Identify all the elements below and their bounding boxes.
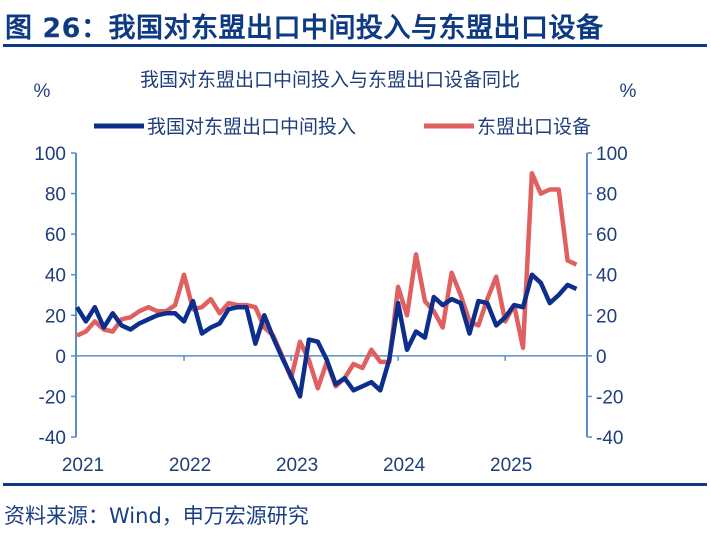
left-y-tick-label: -40	[39, 428, 66, 449]
legend: 我国对东盟出口中间投入 东盟出口设备	[94, 116, 591, 138]
footer-divider	[3, 483, 707, 486]
left-y-tick-label: 20	[45, 306, 66, 327]
x-tick-label: 2024	[383, 455, 426, 476]
right-y-tick-label: 0	[596, 347, 607, 368]
legend-label-series-2: 东盟出口设备	[477, 116, 591, 138]
x-tick-label: 2023	[276, 455, 318, 476]
left-axis-unit: %	[34, 81, 51, 102]
chart-title: 我国对东盟出口中间投入与东盟出口设备同比	[140, 69, 520, 91]
right-axis-unit: %	[620, 81, 637, 102]
x-tick-label: 2021	[62, 455, 104, 476]
left-y-tick-label: 0	[55, 347, 66, 368]
left-y-tick-label: 80	[45, 185, 66, 206]
left-y-tick-label: 40	[45, 266, 66, 287]
right-y-tick-label: -20	[596, 387, 623, 408]
legend-label-series-1: 我国对东盟出口中间投入	[147, 116, 356, 138]
series-line-1	[75, 272, 578, 399]
source-note: 资料来源：Wind，申万宏源研究	[4, 504, 309, 528]
left-y-tick-label: -20	[39, 387, 66, 408]
x-tick-label: 2022	[169, 455, 211, 476]
left-y-tick-label: 60	[45, 225, 66, 246]
right-y-tick-label: 100	[596, 144, 628, 165]
right-y-tick-label: -40	[596, 428, 623, 449]
title-divider	[3, 44, 707, 47]
right-y-tick-label: 60	[596, 225, 617, 246]
left-y-tick-label: 100	[34, 144, 66, 165]
x-tick-label: 2025	[490, 455, 532, 476]
right-y-tick-label: 20	[596, 306, 617, 327]
right-y-tick-label: 40	[596, 266, 617, 287]
right-y-tick-label: 80	[596, 185, 617, 206]
figure-title: 图 26：我国对东盟出口中间投入与东盟出口设备	[5, 13, 604, 44]
